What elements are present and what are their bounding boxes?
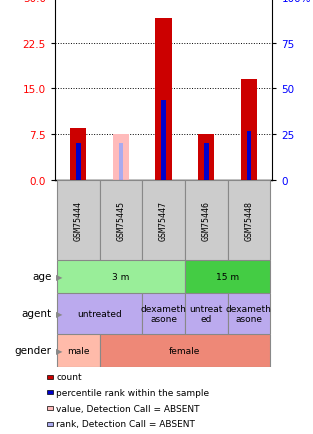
Text: female: female (169, 346, 201, 355)
Bar (57, 260, 185, 293)
Bar (57, 293, 142, 334)
Bar (76, 144, 80, 180)
Bar (47, 406, 53, 410)
Bar (247, 132, 251, 180)
Bar (228, 293, 270, 334)
Bar (57, 334, 100, 367)
Bar (185, 260, 270, 293)
Bar (156, 19, 172, 180)
Text: dexameth
asone: dexameth asone (226, 304, 272, 323)
Text: rank, Detection Call = ABSENT: rank, Detection Call = ABSENT (56, 420, 195, 428)
Text: ▶: ▶ (56, 272, 63, 281)
Text: untreat
ed: untreat ed (189, 304, 223, 323)
Text: GSM75448: GSM75448 (244, 201, 253, 240)
Bar (142, 180, 185, 260)
Text: age: age (32, 272, 52, 282)
Bar (228, 180, 270, 260)
Text: 3 m: 3 m (112, 272, 130, 281)
Bar (198, 135, 214, 180)
Text: dexameth
asone: dexameth asone (141, 304, 187, 323)
Bar (113, 135, 129, 180)
Text: GSM75447: GSM75447 (159, 201, 168, 240)
Bar (47, 422, 53, 426)
Text: agent: agent (22, 309, 52, 319)
Text: GSM75444: GSM75444 (74, 201, 83, 240)
Bar (47, 391, 53, 395)
Text: GSM75446: GSM75446 (202, 201, 211, 240)
Text: ▶: ▶ (56, 346, 63, 355)
Bar (100, 180, 142, 260)
Bar (241, 80, 257, 180)
Bar (47, 375, 53, 379)
Bar (100, 334, 270, 367)
Bar (185, 293, 228, 334)
Text: 15 m: 15 m (216, 272, 239, 281)
Text: untreated: untreated (77, 309, 122, 318)
Text: count: count (56, 372, 82, 381)
Bar (161, 101, 166, 180)
Bar (185, 180, 228, 260)
Text: GSM75445: GSM75445 (116, 201, 126, 240)
Bar (70, 128, 86, 180)
Text: ▶: ▶ (56, 309, 63, 318)
Text: value, Detection Call = ABSENT: value, Detection Call = ABSENT (56, 404, 200, 413)
Bar (119, 144, 123, 180)
Text: male: male (67, 346, 90, 355)
Bar (57, 180, 100, 260)
Text: gender: gender (15, 345, 52, 355)
Bar (204, 144, 208, 180)
Text: percentile rank within the sample: percentile rank within the sample (56, 388, 209, 397)
Bar (142, 293, 185, 334)
